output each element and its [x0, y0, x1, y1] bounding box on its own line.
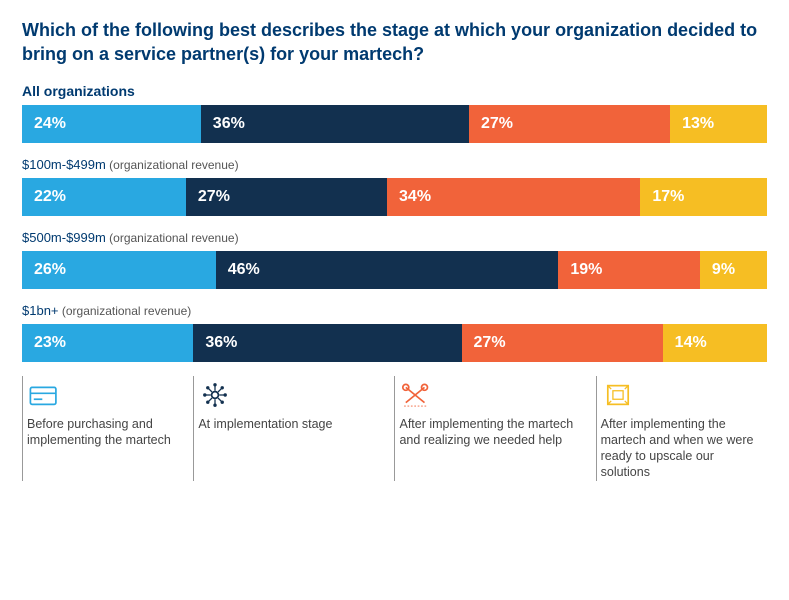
stacked-bar: 23%36%27%14%: [22, 324, 767, 362]
legend-item: After implementing the martech and when …: [596, 376, 767, 481]
legend-text: After implementing the martech and reali…: [399, 416, 587, 449]
stacked-bar: 22%27%34%17%: [22, 178, 767, 216]
bar-segment: 27%: [186, 178, 387, 216]
bar-segment: 27%: [469, 105, 670, 143]
legend-item: At implementation stage: [193, 376, 394, 481]
row-label: $100m-$499m (organizational revenue): [22, 157, 767, 172]
bar-segment: 36%: [201, 105, 469, 143]
legend: Before purchasing and implementing the m…: [22, 376, 767, 481]
row-label: All organizations: [22, 83, 767, 99]
stacked-bar: 26%46%19%9%: [22, 251, 767, 289]
legend-text: Before purchasing and implementing the m…: [27, 416, 185, 449]
legend-item: After implementing the martech and reali…: [394, 376, 595, 481]
legend-text: At implementation stage: [198, 416, 386, 432]
bar-segment: 26%: [22, 251, 216, 289]
bar-row: $100m-$499m (organizational revenue) 22%2…: [22, 157, 767, 216]
bar-row: $500m-$999m (organizational revenue) 26%4…: [22, 230, 767, 289]
bar-segment: 22%: [22, 178, 186, 216]
bar-segment: 36%: [193, 324, 461, 362]
bar-segment: 34%: [387, 178, 640, 216]
stacked-bar: 24%36%27%13%: [22, 105, 767, 143]
bar-row: $1bn+ (organizational revenue) 23%36%27%1…: [22, 303, 767, 362]
bar-segment: 14%: [663, 324, 767, 362]
stacked-bar-rows: All organizations24%36%27%13%$100m-$499m…: [22, 83, 767, 362]
bar-segment: 9%: [700, 251, 767, 289]
row-label: $1bn+ (organizational revenue): [22, 303, 767, 318]
bar-segment: 27%: [462, 324, 663, 362]
bar-segment: 23%: [22, 324, 193, 362]
bar-segment: 46%: [216, 251, 559, 289]
chart-title: Which of the following best describes th…: [22, 18, 767, 67]
row-sublabel: (organizational revenue): [106, 231, 239, 245]
bar-segment: 13%: [670, 105, 767, 143]
bar-row: All organizations 24%36%27%13%: [22, 83, 767, 143]
bar-segment: 17%: [640, 178, 767, 216]
row-sublabel: (organizational revenue): [59, 304, 192, 318]
legend-text: After implementing the martech and when …: [601, 416, 759, 481]
row-label: $500m-$999m (organizational revenue): [22, 230, 767, 245]
legend-item: Before purchasing and implementing the m…: [22, 376, 193, 481]
bar-segment: 24%: [22, 105, 201, 143]
bar-segment: 19%: [558, 251, 700, 289]
row-sublabel: (organizational revenue): [106, 158, 239, 172]
